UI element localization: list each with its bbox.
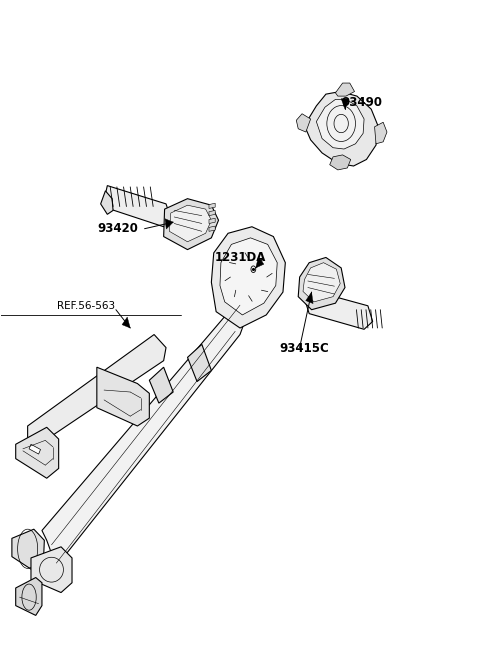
Polygon shape xyxy=(169,205,211,242)
Polygon shape xyxy=(304,289,372,329)
Polygon shape xyxy=(164,199,218,250)
Polygon shape xyxy=(211,227,285,328)
Polygon shape xyxy=(97,367,149,426)
Polygon shape xyxy=(16,427,59,478)
Polygon shape xyxy=(31,547,72,592)
Polygon shape xyxy=(330,155,351,170)
Polygon shape xyxy=(209,226,215,232)
Polygon shape xyxy=(165,218,173,229)
Text: 93490: 93490 xyxy=(341,96,382,109)
Polygon shape xyxy=(42,298,250,566)
Polygon shape xyxy=(306,292,313,304)
Polygon shape xyxy=(101,191,113,215)
Polygon shape xyxy=(209,211,215,216)
Polygon shape xyxy=(316,99,364,149)
Polygon shape xyxy=(28,335,166,452)
Polygon shape xyxy=(374,122,387,144)
Polygon shape xyxy=(298,257,345,310)
Polygon shape xyxy=(256,256,264,268)
Polygon shape xyxy=(106,186,171,227)
Polygon shape xyxy=(12,529,44,571)
Polygon shape xyxy=(303,262,340,302)
Polygon shape xyxy=(209,218,215,224)
Polygon shape xyxy=(220,238,277,315)
Polygon shape xyxy=(296,113,311,132)
Text: 1231DA: 1231DA xyxy=(214,251,266,264)
Text: 93415C: 93415C xyxy=(279,342,329,356)
Polygon shape xyxy=(122,317,130,328)
Polygon shape xyxy=(209,203,215,209)
Text: 93420: 93420 xyxy=(98,222,139,236)
Polygon shape xyxy=(336,83,355,96)
Polygon shape xyxy=(29,444,40,454)
Polygon shape xyxy=(341,98,349,109)
Polygon shape xyxy=(188,344,211,382)
Polygon shape xyxy=(149,367,173,403)
Polygon shape xyxy=(304,92,378,166)
Polygon shape xyxy=(16,577,42,615)
Text: REF.56-563: REF.56-563 xyxy=(57,302,115,312)
